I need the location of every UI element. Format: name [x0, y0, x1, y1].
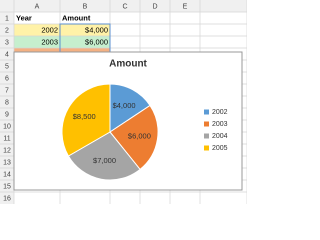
row-header-bar	[0, 0, 14, 204]
cell-fill	[14, 36, 60, 48]
row-header: 16	[3, 195, 11, 202]
cell: Year	[16, 13, 32, 22]
pie-slice	[61, 83, 111, 157]
row-header: 4	[5, 51, 9, 58]
row-header: 7	[5, 87, 9, 94]
row-header: 13	[3, 159, 11, 166]
cell: $6,000	[85, 37, 108, 46]
pie-slice	[109, 83, 151, 133]
legend-swatch	[204, 133, 209, 139]
cell: 2002	[41, 25, 58, 34]
row-header: 3	[5, 39, 9, 46]
cell-fill	[60, 24, 110, 36]
data-label: $7,000	[93, 156, 116, 165]
data-label: $4,000	[113, 101, 136, 110]
cell: $4,000	[85, 25, 108, 34]
row-header: 6	[5, 75, 9, 82]
pie-slice	[67, 131, 141, 181]
cell-fill	[60, 36, 110, 48]
row-header: 15	[3, 183, 11, 190]
column-header: B	[83, 3, 88, 10]
column-header: C	[122, 3, 127, 10]
row-header: 10	[3, 123, 11, 130]
cell: 2003	[41, 37, 58, 46]
data-label: $6,000	[128, 132, 151, 141]
row-header: 2	[5, 27, 9, 34]
data-label: $8,500	[73, 112, 96, 121]
legend-swatch	[204, 145, 209, 151]
column-header-bar	[0, 0, 247, 12]
column-header: D	[152, 3, 157, 10]
row-header: 14	[3, 171, 11, 178]
column-header: E	[183, 3, 188, 10]
legend-label: 2004	[212, 133, 228, 140]
cell: Amount	[62, 13, 91, 22]
legend-label: 2002	[212, 109, 228, 116]
column-header: A	[35, 3, 40, 10]
legend-label: 2005	[212, 145, 228, 152]
row-header: 5	[5, 63, 9, 70]
row-header: 8	[5, 99, 9, 106]
row-header: 9	[5, 111, 9, 118]
legend-label: 2003	[212, 121, 228, 128]
legend-swatch	[204, 109, 209, 115]
chart-title: Amount	[109, 59, 147, 70]
cell-fill	[14, 24, 60, 36]
row-header: 12	[3, 147, 11, 154]
row-header: 1	[5, 15, 9, 22]
pie-slice	[109, 104, 159, 171]
row-header: 11	[3, 135, 10, 142]
legend-swatch	[204, 121, 209, 127]
